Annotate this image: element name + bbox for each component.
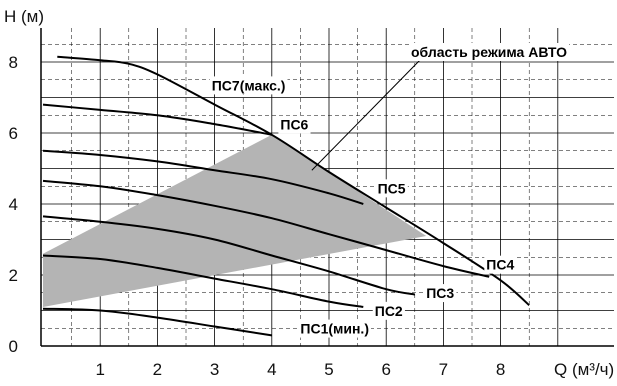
x-tick-label: 5: [324, 360, 333, 379]
series-пс1-мин: [42, 307, 272, 337]
x-tick-label: 4: [267, 360, 276, 379]
curve-label-background: [375, 179, 408, 198]
y-axis-title: H (м): [4, 7, 44, 26]
y-tick-label: 6: [9, 124, 18, 143]
x-tick-label: 8: [496, 360, 505, 379]
x-tick-label: 2: [153, 360, 162, 379]
curve-label-пс6: ПС6: [280, 116, 308, 132]
curve-label-пс4: ПС4: [486, 257, 514, 273]
x-tick-label: 7: [439, 360, 448, 379]
x-tick-label: 6: [381, 360, 390, 379]
series-пс5: [42, 149, 364, 205]
series-пс7-макс: [57, 55, 530, 306]
x-axis-title: Q (м³/ч): [554, 360, 614, 379]
curve-label-пс3: ПС3: [426, 285, 454, 301]
curve-label-background: [298, 319, 371, 338]
curve-label-пс1-мин: ПС1(мин.): [300, 321, 369, 337]
curve-label-пс7-макс: ПС7(макс.): [212, 77, 286, 93]
x-tick-label: 3: [210, 360, 219, 379]
y-tick-label: 0: [9, 337, 18, 356]
x-tick-label: 1: [95, 360, 104, 379]
series-пс4: [42, 179, 490, 278]
curve-labels: ПС1(мин.) ПС2 ПС3 ПС4 ПС5 ПС6 ПС7(макс.): [209, 76, 517, 338]
series-пс2: [42, 254, 364, 308]
curve-label-background: [484, 255, 517, 274]
axes: [40, 28, 614, 347]
y-tick-label: 8: [9, 53, 18, 72]
curve-label-background: [209, 76, 288, 95]
auto-region-label: область режима АВТО: [411, 44, 567, 60]
series-пс6: [42, 103, 272, 136]
curve-label-background: [278, 115, 311, 134]
tick-labels: 1 2 3 4 5 6 7 8 0 2 4 6 8: [9, 53, 506, 379]
curve-label-пс5: ПС5: [378, 180, 406, 196]
y-tick-label: 2: [9, 266, 18, 285]
auto-region-leader-line: [311, 59, 421, 171]
auto-region-label-background: [409, 43, 570, 61]
y-tick-label: 4: [9, 195, 18, 214]
series-layer: [42, 55, 530, 337]
curve-label-background: [424, 284, 457, 303]
curve-label-background: [372, 301, 405, 320]
series-пс3: [42, 215, 415, 296]
curve-label-пс2: ПС2: [375, 303, 403, 319]
